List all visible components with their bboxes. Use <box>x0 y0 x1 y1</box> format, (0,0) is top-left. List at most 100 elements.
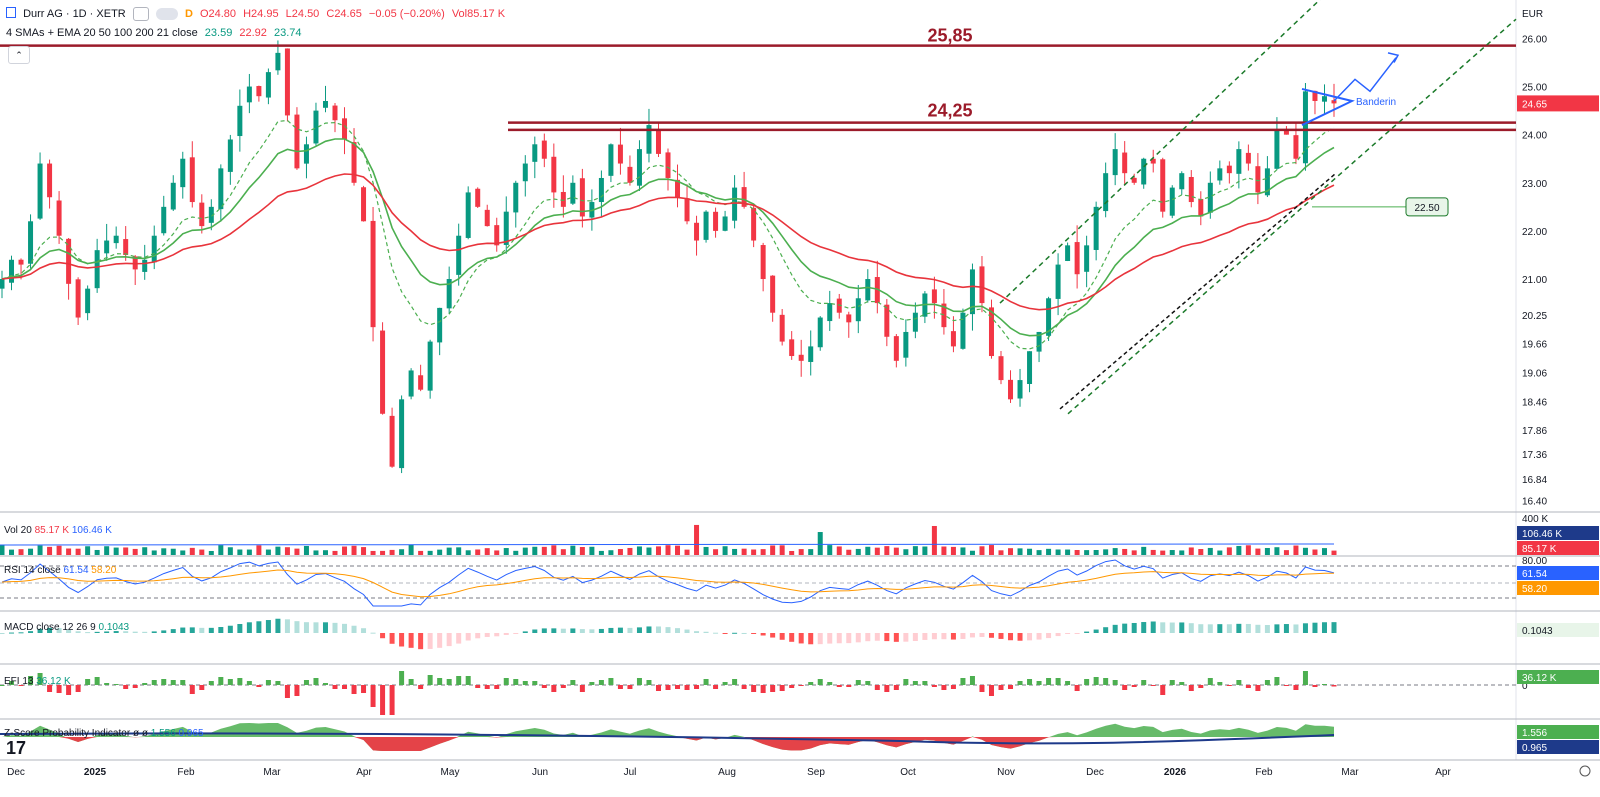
candle-body <box>1198 198 1204 217</box>
macd-bar <box>180 627 186 633</box>
time-tick-label: Aug <box>718 767 736 778</box>
macd-bar <box>808 633 814 645</box>
volume-bar <box>66 548 72 555</box>
macd-bar <box>1198 624 1204 633</box>
efi-title[interactable]: EFI 13 <box>4 676 34 687</box>
macd-title[interactable]: MACD close 12 26 9 <box>4 622 96 633</box>
macd-bar <box>570 628 576 633</box>
candle-body <box>246 86 252 103</box>
volume-bar <box>237 549 243 555</box>
candle-body <box>494 225 500 246</box>
efi-bar <box>47 685 53 692</box>
macd-bar <box>351 625 357 633</box>
efi-bar <box>1150 685 1156 686</box>
toggle-pill[interactable] <box>155 8 178 21</box>
volume-bar <box>418 550 424 555</box>
collapse-legend-button[interactable]: ⌃ <box>8 46 30 64</box>
time-tick-label: Apr <box>356 767 372 778</box>
candle-body <box>342 118 348 140</box>
eye-icon[interactable] <box>132 7 149 22</box>
candle-body <box>389 415 395 467</box>
efi-bar <box>132 685 138 688</box>
time-tick-label: Jun <box>532 767 548 778</box>
time-tick-label: 2026 <box>1164 767 1187 778</box>
candle-body <box>627 166 633 183</box>
vol-title[interactable]: Vol 20 <box>4 525 32 536</box>
efi-bar <box>636 678 642 685</box>
macd-bar <box>627 627 633 633</box>
volume-bar <box>808 549 814 555</box>
symbol-title[interactable]: Durr AG · 1D · XETR <box>23 8 126 20</box>
macd-bar <box>1112 624 1118 633</box>
macd-bar <box>541 628 547 633</box>
volume-bar <box>465 550 471 555</box>
volume-value: Vol85.17 K <box>451 8 506 20</box>
volume-bar <box>170 548 176 555</box>
candle-body <box>1321 96 1327 102</box>
volume-bar <box>1302 547 1308 555</box>
candle-body <box>475 188 481 207</box>
candle-body <box>551 156 557 193</box>
macd-bar <box>1293 624 1299 633</box>
candle-body <box>598 177 604 203</box>
macd-bar <box>675 628 681 633</box>
efi-bar <box>1321 684 1327 685</box>
zscore-title[interactable]: Z-Score Probability Indicator <box>4 728 131 739</box>
candle-body <box>1008 379 1014 400</box>
macd-bar <box>1027 633 1033 641</box>
tradingview-logo[interactable]: 17 <box>6 738 27 758</box>
efi-bar <box>694 685 700 689</box>
macd-bar <box>1179 622 1185 633</box>
efi-bar <box>1036 681 1042 685</box>
candle-body <box>817 317 823 348</box>
volume-bar <box>513 550 519 555</box>
candle-body <box>1150 158 1156 164</box>
rsi-title[interactable]: RSI 14 close <box>4 565 61 576</box>
macd-bar <box>427 633 433 649</box>
volume-bar <box>1008 548 1014 555</box>
volume-bar <box>303 545 309 555</box>
candle-body <box>484 209 490 227</box>
macd-pane-label: MACD close 12 26 9 0.1043 <box>4 622 129 633</box>
ma-title[interactable]: 4 SMAs + EMA 20 50 100 200 21 close <box>6 27 198 39</box>
ma-dashed-line <box>1 119 1335 350</box>
volume-bar <box>142 547 148 555</box>
macd-bar <box>941 633 947 640</box>
channel-upper-line <box>999 0 1321 304</box>
symbol-legend: Durr AG · 1D · XETR D O24.80 H24.95 L24.… <box>6 7 509 22</box>
price-tick-label: 17.86 <box>1522 426 1547 437</box>
efi-bar <box>1236 680 1242 685</box>
volume-bar <box>608 550 614 555</box>
macd-bar <box>1226 624 1232 633</box>
macd-bar <box>779 633 785 640</box>
efi-bar <box>361 685 367 693</box>
macd-bar <box>1084 631 1090 633</box>
efi-bar <box>589 682 595 685</box>
volume-bar <box>713 549 719 555</box>
candle-body <box>1245 152 1251 164</box>
candle-body <box>732 187 738 221</box>
volume-bar <box>1274 547 1280 555</box>
candle-body <box>28 221 34 264</box>
candle-body <box>437 307 443 343</box>
volume-bar <box>227 547 233 555</box>
volume-bar <box>1321 548 1327 555</box>
volume-bar <box>456 547 462 555</box>
efi-bar <box>237 678 243 685</box>
efi-bar <box>1027 679 1033 685</box>
macd-bar <box>56 628 62 633</box>
macd-bar <box>66 629 72 633</box>
price-tick-label: 26.00 <box>1522 34 1547 45</box>
efi-bar <box>627 685 633 689</box>
price-tick-label: 23.00 <box>1522 179 1547 190</box>
rsi-ma-line <box>1 569 1335 598</box>
candle-body <box>170 182 176 210</box>
macd-bar <box>598 628 604 633</box>
zscore-value-3: 1.556 <box>150 728 176 739</box>
efi-last-label: 36.12 K <box>1522 673 1557 684</box>
macd-bar <box>1131 622 1137 633</box>
currency-label: EUR <box>1522 9 1543 20</box>
price-tick-label: 20.25 <box>1522 311 1547 322</box>
candle-body <box>1046 298 1052 336</box>
